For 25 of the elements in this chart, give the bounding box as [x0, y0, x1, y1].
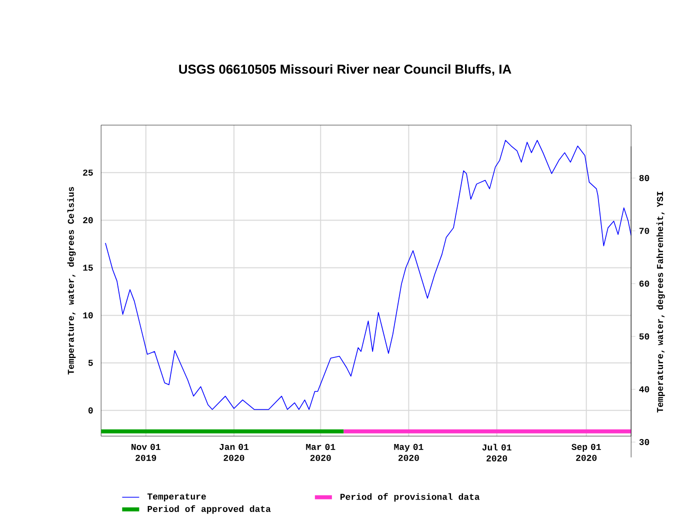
- y2-tick-label: 80: [639, 174, 650, 181]
- x-tick-label: May 01 2020: [394, 444, 424, 461]
- line-series: [105, 140, 632, 410]
- y2-tick-label: 30: [639, 438, 650, 445]
- y2-tick-label: 40: [639, 386, 650, 392]
- y-tick-label: 20: [83, 216, 93, 224]
- y-tick-label: 25: [83, 169, 93, 176]
- legend-label: Period of approved data: [148, 505, 271, 514]
- y-tick-label: 5: [88, 360, 93, 366]
- y2-tick-label: 70: [639, 228, 650, 234]
- x-tick-label: Jul 01 2020: [482, 444, 512, 462]
- x-tick-label: Mar 01 2020: [306, 444, 336, 461]
- legend-label: Temperature: [147, 493, 206, 502]
- y2-tick-label: 60: [639, 280, 650, 287]
- legend-label: Period of provisional data: [340, 492, 480, 502]
- x-tick-label: Sep 01 2020: [572, 444, 601, 461]
- y-tick-label: 15: [83, 264, 93, 271]
- chart-title: USGS 06610505 Missouri River near Council Bluffs, IA: [179, 64, 512, 76]
- x-tick-label: Nov 01 2019: [132, 444, 160, 461]
- y2-tick-label: 50: [639, 333, 650, 340]
- y-tick-label: 0: [88, 407, 93, 414]
- x-tick-label: Jan 01 2020: [219, 444, 249, 461]
- y-axis-title: Temperature, water, degrees Celsius: [67, 186, 76, 374]
- y2-axis-title: Temperature, water, degrees Fahrenheit, YSI: [656, 192, 665, 412]
- y-tick-label: 10: [83, 312, 93, 318]
